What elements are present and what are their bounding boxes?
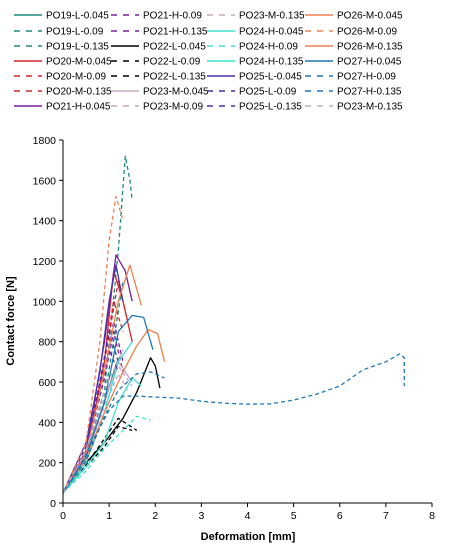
legend-item: PO21-H-0.09 xyxy=(111,11,202,22)
legend-label: PO24-H-0.09 xyxy=(239,42,298,53)
legend-label: PO20-M-0.045 xyxy=(46,57,112,68)
y-tick-label: 1000 xyxy=(33,296,57,308)
x-tick-label: 4 xyxy=(245,510,251,522)
legend-label: PO26-M-0.045 xyxy=(337,11,403,22)
legend-item: PO23-M-0.135 xyxy=(207,11,305,22)
legend-item: PO22-L-0.045 xyxy=(111,42,206,53)
series-line-PO19-L-0.09 xyxy=(62,155,133,494)
legend-item: PO27-H-0.045 xyxy=(305,57,402,68)
legend-label: PO24-H-0.045 xyxy=(239,27,304,38)
series-line-PO26-M-0.09 xyxy=(62,195,124,494)
legend-label: PO20-M-0.135 xyxy=(46,87,112,98)
legend-item: PO23-M-0.045 xyxy=(111,87,209,98)
legend-item: PO27-H-0.135 xyxy=(305,87,402,98)
legend-label: PO20-M-0.09 xyxy=(46,72,106,83)
legend-label: PO23-M-0.09 xyxy=(143,102,203,113)
y-tick-label: 1600 xyxy=(33,175,57,187)
series-line-PO23-M-0.135 xyxy=(62,349,124,494)
series-line-PO27-H-0.135 xyxy=(62,371,165,494)
y-ticks: 0 200 400 600 800 1000 1200 1400 1600 1800 xyxy=(33,135,63,510)
legend-label: PO21-H-0.135 xyxy=(143,27,208,38)
legend-item: PO20-M-0.045 xyxy=(14,57,112,68)
series-line-PO20-M-0.09 xyxy=(62,300,124,494)
y-axis-label: Contact force [N] xyxy=(5,276,17,366)
y-tick-label: 800 xyxy=(38,337,56,349)
legend-label: PO23-M-0.135 xyxy=(239,11,305,22)
legend-label: PO27-H-0.045 xyxy=(337,57,402,68)
x-tick-label: 5 xyxy=(291,510,297,522)
series-line-PO24-H-0.135 xyxy=(62,377,142,494)
x-tick-label: 1 xyxy=(106,510,112,522)
legend-label: PO25-L-0.135 xyxy=(239,102,302,113)
legend-item: PO19-L-0.09 xyxy=(14,27,104,38)
legend-label: PO21-H-0.045 xyxy=(46,102,111,113)
x-tick-label: 0 xyxy=(60,510,66,522)
series-line-PO22-L-0.135 xyxy=(62,417,138,494)
axes xyxy=(62,140,432,504)
legend-item: PO20-M-0.09 xyxy=(14,72,106,83)
y-tick-label: 0 xyxy=(50,498,56,510)
legend-item: PO21-H-0.045 xyxy=(14,102,111,113)
y-tick-label: 400 xyxy=(38,417,56,429)
legend-item: PO24-H-0.09 xyxy=(207,42,298,53)
legend-label: PO22-L-0.135 xyxy=(143,72,206,83)
series-line-PO24-H-0.09 xyxy=(62,415,151,494)
legend-label: PO19-L-0.045 xyxy=(46,11,109,22)
y-tick-label: 1400 xyxy=(33,216,57,228)
x-tick-label: 3 xyxy=(198,510,204,522)
legend-label: PO25-L-0.09 xyxy=(239,87,297,98)
legend-item: PO26-M-0.045 xyxy=(305,11,403,22)
legend-label: PO21-H-0.09 xyxy=(143,11,202,22)
y-tick-label: 600 xyxy=(38,377,56,389)
legend-item: PO24-H-0.045 xyxy=(207,27,304,38)
x-tick-label: 7 xyxy=(383,510,389,522)
legend-item: PO23-M-0.09 xyxy=(111,102,203,113)
series-line-PO26-M-0.045 xyxy=(62,328,166,494)
legend-item: PO25-L-0.09 xyxy=(207,87,297,98)
series-line-PO27-H-0.09 xyxy=(62,353,405,494)
legend-item: PO19-L-0.135 xyxy=(14,42,109,53)
legend-label: PO27-H-0.135 xyxy=(337,87,402,98)
legend-label: PO26-M-0.09 xyxy=(337,27,397,38)
series-line-PO27-H-0.045 xyxy=(62,314,154,494)
legend-item: PO23-M-0.135 xyxy=(305,102,403,113)
legend-label: PO25-L-0.045 xyxy=(239,72,302,83)
legend-item: PO22-L-0.135 xyxy=(111,72,206,83)
legend-label: PO22-L-0.045 xyxy=(143,42,206,53)
legend-label: PO19-L-0.135 xyxy=(46,42,109,53)
legend-label: PO27-H-0.09 xyxy=(337,72,396,83)
legend-item: PO22-L-0.09 xyxy=(111,57,201,68)
legend-item: PO24-H-0.135 xyxy=(207,57,304,68)
x-axis-label: Deformation [mm] xyxy=(201,531,296,543)
y-tick-label: 1200 xyxy=(33,256,57,268)
legend-label: PO26-M-0.135 xyxy=(337,42,403,53)
legend-item: PO25-L-0.135 xyxy=(207,102,302,113)
legend-item: PO20-M-0.135 xyxy=(14,87,112,98)
legend-item: PO25-L-0.045 xyxy=(207,72,302,83)
x-tick-label: 8 xyxy=(429,510,435,522)
y-tick-label: 200 xyxy=(38,458,56,470)
legend-item: PO19-L-0.045 xyxy=(14,11,109,22)
plot-area xyxy=(62,155,405,494)
legend-item: PO27-H-0.09 xyxy=(305,72,396,83)
x-tick-label: 2 xyxy=(152,510,158,522)
series-line-PO26-M-0.135 xyxy=(62,264,143,494)
legend-label: PO19-L-0.09 xyxy=(46,27,104,38)
legend-item: PO26-M-0.09 xyxy=(305,27,397,38)
legend-label: PO23-M-0.135 xyxy=(337,102,403,113)
y-tick-label: 1800 xyxy=(33,135,57,147)
legend-label: PO24-H-0.135 xyxy=(239,57,304,68)
legend-item: PO26-M-0.135 xyxy=(305,42,403,53)
series-line-PO25-L-0.045 xyxy=(62,264,124,494)
series-line-PO19-L-0.135 xyxy=(62,281,124,494)
legend-item: PO21-H-0.135 xyxy=(111,27,208,38)
legend: PO19-L-0.045 PO19-L-0.09 PO19-L-0.135 PO20-… xyxy=(14,11,403,113)
legend-label: PO22-L-0.09 xyxy=(143,57,201,68)
x-tick-label: 6 xyxy=(337,510,343,522)
x-ticks: 0 1 2 3 4 5 6 7 8 xyxy=(60,503,435,522)
legend-label: PO23-M-0.045 xyxy=(143,87,209,98)
